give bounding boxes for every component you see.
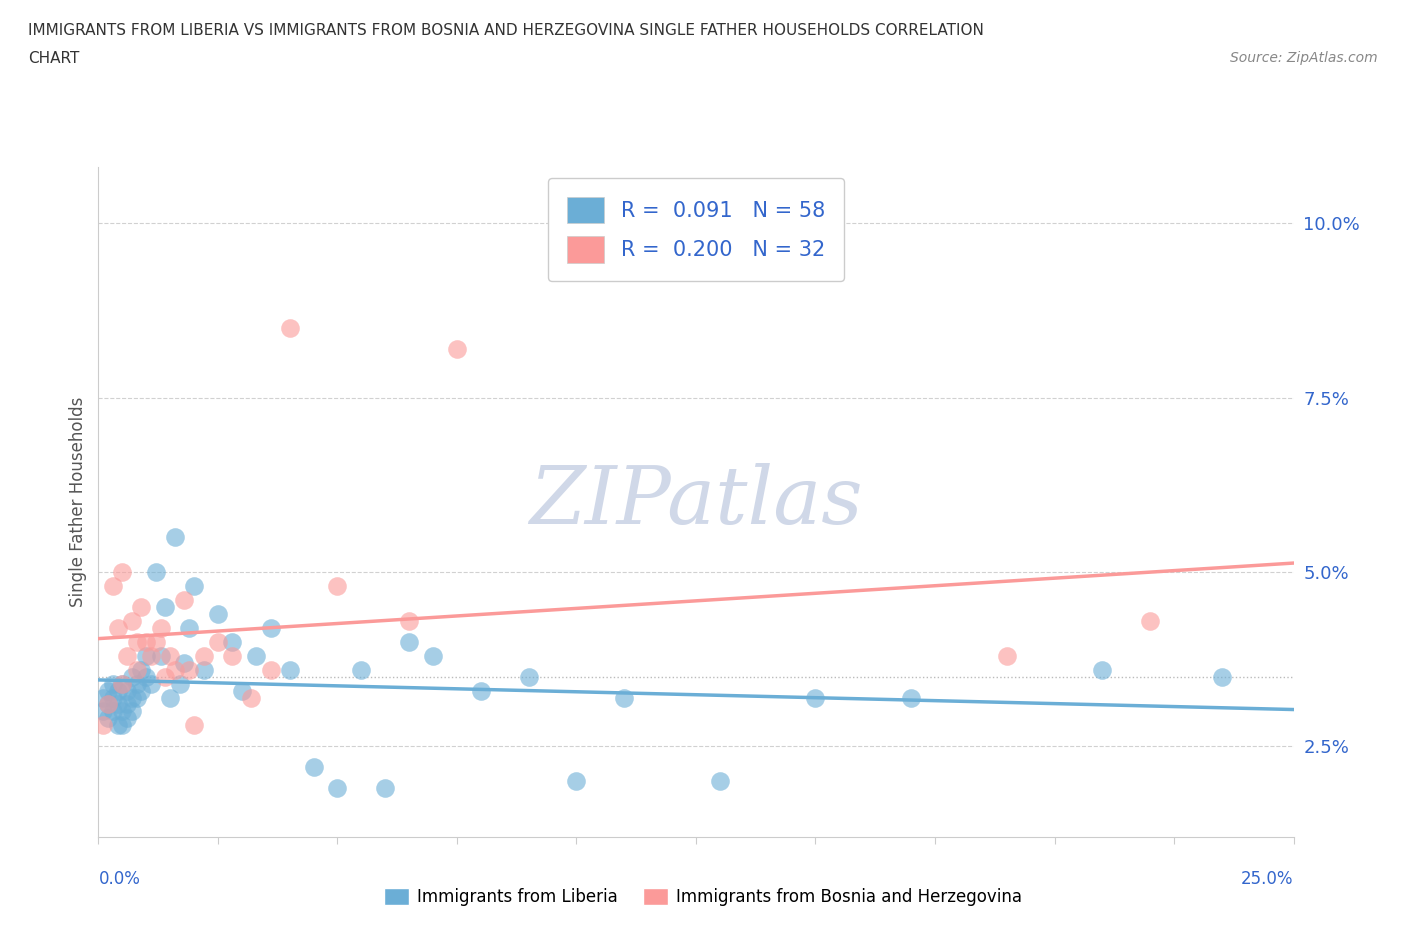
- Text: IMMIGRANTS FROM LIBERIA VS IMMIGRANTS FROM BOSNIA AND HERZEGOVINA SINGLE FATHER : IMMIGRANTS FROM LIBERIA VS IMMIGRANTS FR…: [28, 23, 984, 38]
- Point: [115, 711, 138, 725]
- Point: [139, 648, 162, 663]
- Point: [101, 704, 124, 719]
- Point: [91, 718, 114, 733]
- Point: [101, 578, 124, 593]
- Point: [163, 662, 186, 677]
- Y-axis label: Single Father Households: Single Father Households: [69, 397, 87, 607]
- Point: [107, 620, 129, 635]
- Point: [231, 683, 253, 698]
- Point: [135, 648, 157, 663]
- Point: [121, 704, 143, 719]
- Point: [169, 676, 191, 691]
- Point: [1091, 662, 1114, 677]
- Point: [91, 704, 114, 719]
- Point: [183, 578, 205, 593]
- Point: [179, 620, 201, 635]
- Point: [613, 690, 636, 705]
- Point: [135, 634, 157, 649]
- Point: [350, 662, 373, 677]
- Legend: Immigrants from Liberia, Immigrants from Bosnia and Herzegovina: Immigrants from Liberia, Immigrants from…: [377, 881, 1029, 912]
- Point: [125, 662, 148, 677]
- Legend: R =  0.091   N = 58, R =  0.200   N = 32: R = 0.091 N = 58, R = 0.200 N = 32: [548, 178, 844, 282]
- Text: ZIPatlas: ZIPatlas: [529, 463, 863, 541]
- Point: [193, 662, 215, 677]
- Point: [107, 683, 129, 698]
- Text: 25.0%: 25.0%: [1241, 870, 1294, 887]
- Point: [173, 656, 195, 671]
- Point: [221, 648, 243, 663]
- Point: [221, 634, 243, 649]
- Point: [155, 670, 177, 684]
- Point: [259, 662, 281, 677]
- Point: [97, 698, 120, 712]
- Point: [240, 690, 263, 705]
- Point: [97, 711, 120, 725]
- Point: [374, 781, 396, 796]
- Point: [398, 614, 420, 629]
- Point: [145, 565, 167, 579]
- Point: [470, 683, 492, 698]
- Point: [125, 634, 148, 649]
- Point: [565, 774, 588, 789]
- Point: [111, 565, 134, 579]
- Point: [107, 698, 129, 712]
- Point: [121, 690, 143, 705]
- Point: [135, 670, 157, 684]
- Point: [207, 606, 229, 621]
- Point: [159, 690, 181, 705]
- Point: [115, 648, 138, 663]
- Point: [111, 704, 134, 719]
- Point: [245, 648, 267, 663]
- Point: [145, 634, 167, 649]
- Point: [97, 698, 120, 712]
- Text: Source: ZipAtlas.com: Source: ZipAtlas.com: [1230, 51, 1378, 65]
- Point: [91, 690, 114, 705]
- Point: [278, 321, 301, 336]
- Point: [1211, 670, 1233, 684]
- Point: [107, 718, 129, 733]
- Point: [131, 683, 153, 698]
- Point: [155, 600, 177, 615]
- Point: [173, 592, 195, 607]
- Point: [149, 648, 172, 663]
- Point: [207, 634, 229, 649]
- Point: [302, 760, 325, 775]
- Point: [422, 648, 444, 663]
- Point: [517, 670, 540, 684]
- Point: [115, 683, 138, 698]
- Point: [139, 676, 162, 691]
- Point: [326, 781, 349, 796]
- Point: [179, 662, 201, 677]
- Point: [101, 690, 124, 705]
- Point: [149, 620, 172, 635]
- Point: [121, 614, 143, 629]
- Point: [97, 683, 120, 698]
- Point: [159, 648, 181, 663]
- Text: 0.0%: 0.0%: [98, 870, 141, 887]
- Point: [398, 634, 420, 649]
- Point: [278, 662, 301, 677]
- Point: [900, 690, 922, 705]
- Point: [995, 648, 1018, 663]
- Text: CHART: CHART: [28, 51, 80, 66]
- Point: [183, 718, 205, 733]
- Point: [115, 698, 138, 712]
- Point: [193, 648, 215, 663]
- Point: [101, 676, 124, 691]
- Point: [111, 718, 134, 733]
- Point: [1139, 614, 1161, 629]
- Point: [111, 676, 134, 691]
- Point: [259, 620, 281, 635]
- Point: [804, 690, 827, 705]
- Point: [709, 774, 731, 789]
- Point: [125, 690, 148, 705]
- Point: [111, 676, 134, 691]
- Point: [131, 662, 153, 677]
- Point: [446, 341, 468, 356]
- Point: [326, 578, 349, 593]
- Point: [121, 670, 143, 684]
- Point: [125, 676, 148, 691]
- Point: [131, 600, 153, 615]
- Point: [163, 530, 186, 545]
